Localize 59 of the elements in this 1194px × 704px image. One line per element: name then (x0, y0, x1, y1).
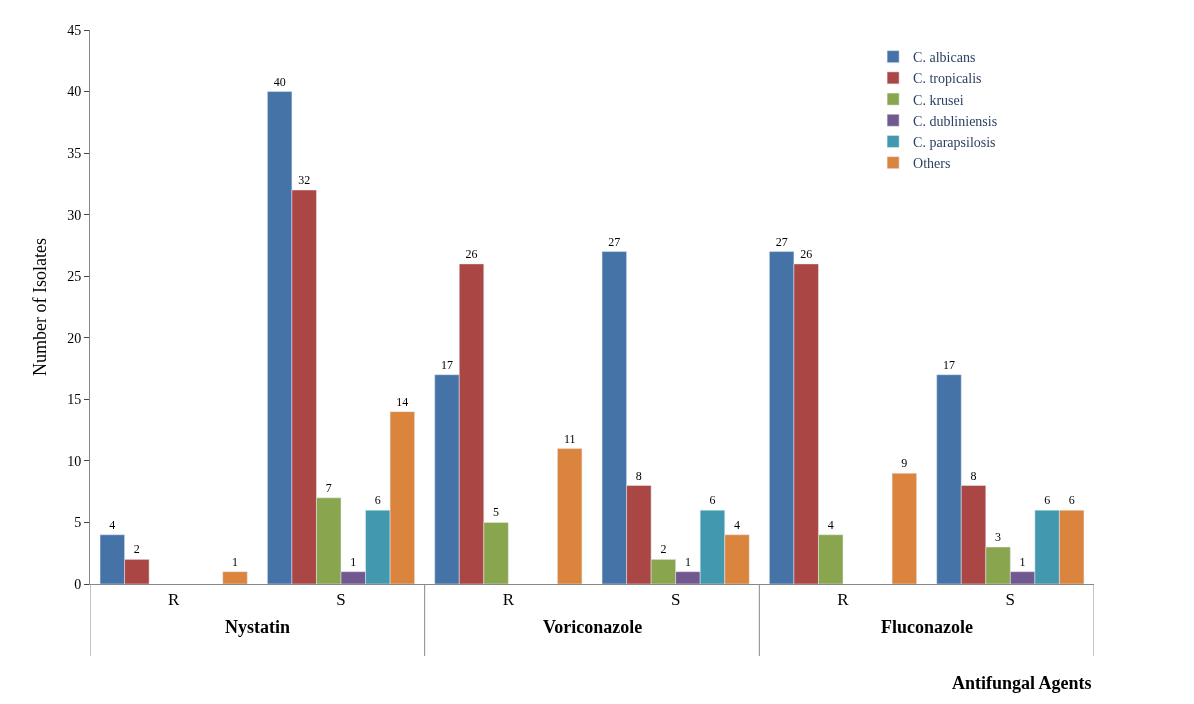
data-label: 4 (734, 517, 741, 532)
y-tick-label: 5 (74, 515, 82, 531)
data-label: 4 (109, 517, 116, 532)
bar (222, 571, 248, 584)
data-label: 3 (995, 530, 1002, 545)
data-label: 8 (635, 468, 642, 483)
data-label: 14 (396, 394, 409, 409)
data-label: 6 (1044, 493, 1051, 508)
x-tick-label: R (168, 590, 180, 610)
data-label: 26 (800, 246, 813, 261)
data-label: 7 (325, 480, 332, 495)
x-tick-label: R (837, 590, 850, 610)
data-label: 11 (563, 431, 576, 446)
data-label: 2 (133, 542, 140, 557)
legend-label: Others (913, 156, 951, 172)
y-tick-label: 30 (67, 207, 82, 223)
x-tick-label: R (502, 590, 515, 610)
data-label: 40 (273, 74, 286, 89)
bar (891, 472, 917, 584)
bar (557, 448, 583, 584)
data-label: 1 (232, 554, 239, 569)
x-axis-title: Antifungal Agents (952, 673, 1092, 693)
data-label: 6 (374, 493, 381, 508)
data-label: 17 (440, 357, 453, 372)
x-tick-label: S (1005, 590, 1016, 610)
legend-label: C. krusei (913, 92, 964, 108)
legend-label: C. tropicalis (913, 71, 982, 87)
data-label: 5 (493, 505, 500, 520)
legend-label: C. albicans (913, 50, 976, 66)
y-tick-label: 0 (74, 576, 82, 592)
y-tick-label: 20 (67, 330, 82, 346)
data-label: 6 (1068, 493, 1075, 508)
data-label: 32 (298, 173, 311, 188)
legend-label: C. parapsilosis (913, 134, 996, 150)
data-label: 17 (942, 357, 955, 372)
data-label: 1 (684, 554, 691, 569)
data-label: 1 (1019, 554, 1026, 569)
y-tick-label: 45 (67, 22, 82, 38)
y-tick-label: 15 (67, 392, 82, 408)
x-tick-label: S (336, 590, 346, 610)
data-label: 2 (660, 542, 667, 557)
data-label: 1 (350, 554, 357, 569)
data-label: 27 (775, 234, 788, 249)
data-label: 8 (970, 468, 977, 483)
text: Voriconazole (543, 617, 643, 637)
text: Nystatin (225, 617, 291, 637)
y-tick-label: 10 (67, 453, 82, 469)
x-tick-label: S (670, 590, 681, 610)
text: Fluconazole (881, 617, 973, 637)
data-label: 4 (827, 517, 834, 532)
data-label: 26 (465, 246, 478, 261)
data-label: 6 (709, 493, 716, 508)
data-label: 27 (608, 234, 621, 249)
y-tick-label: 25 (67, 269, 82, 285)
y-axis-title: Number of Isolates (30, 238, 51, 376)
data-label: 9 (901, 456, 908, 471)
y-tick-label: 40 (67, 84, 82, 100)
legend-label: C. dubliniensis (913, 113, 998, 129)
y-tick-label: 35 (67, 146, 82, 162)
